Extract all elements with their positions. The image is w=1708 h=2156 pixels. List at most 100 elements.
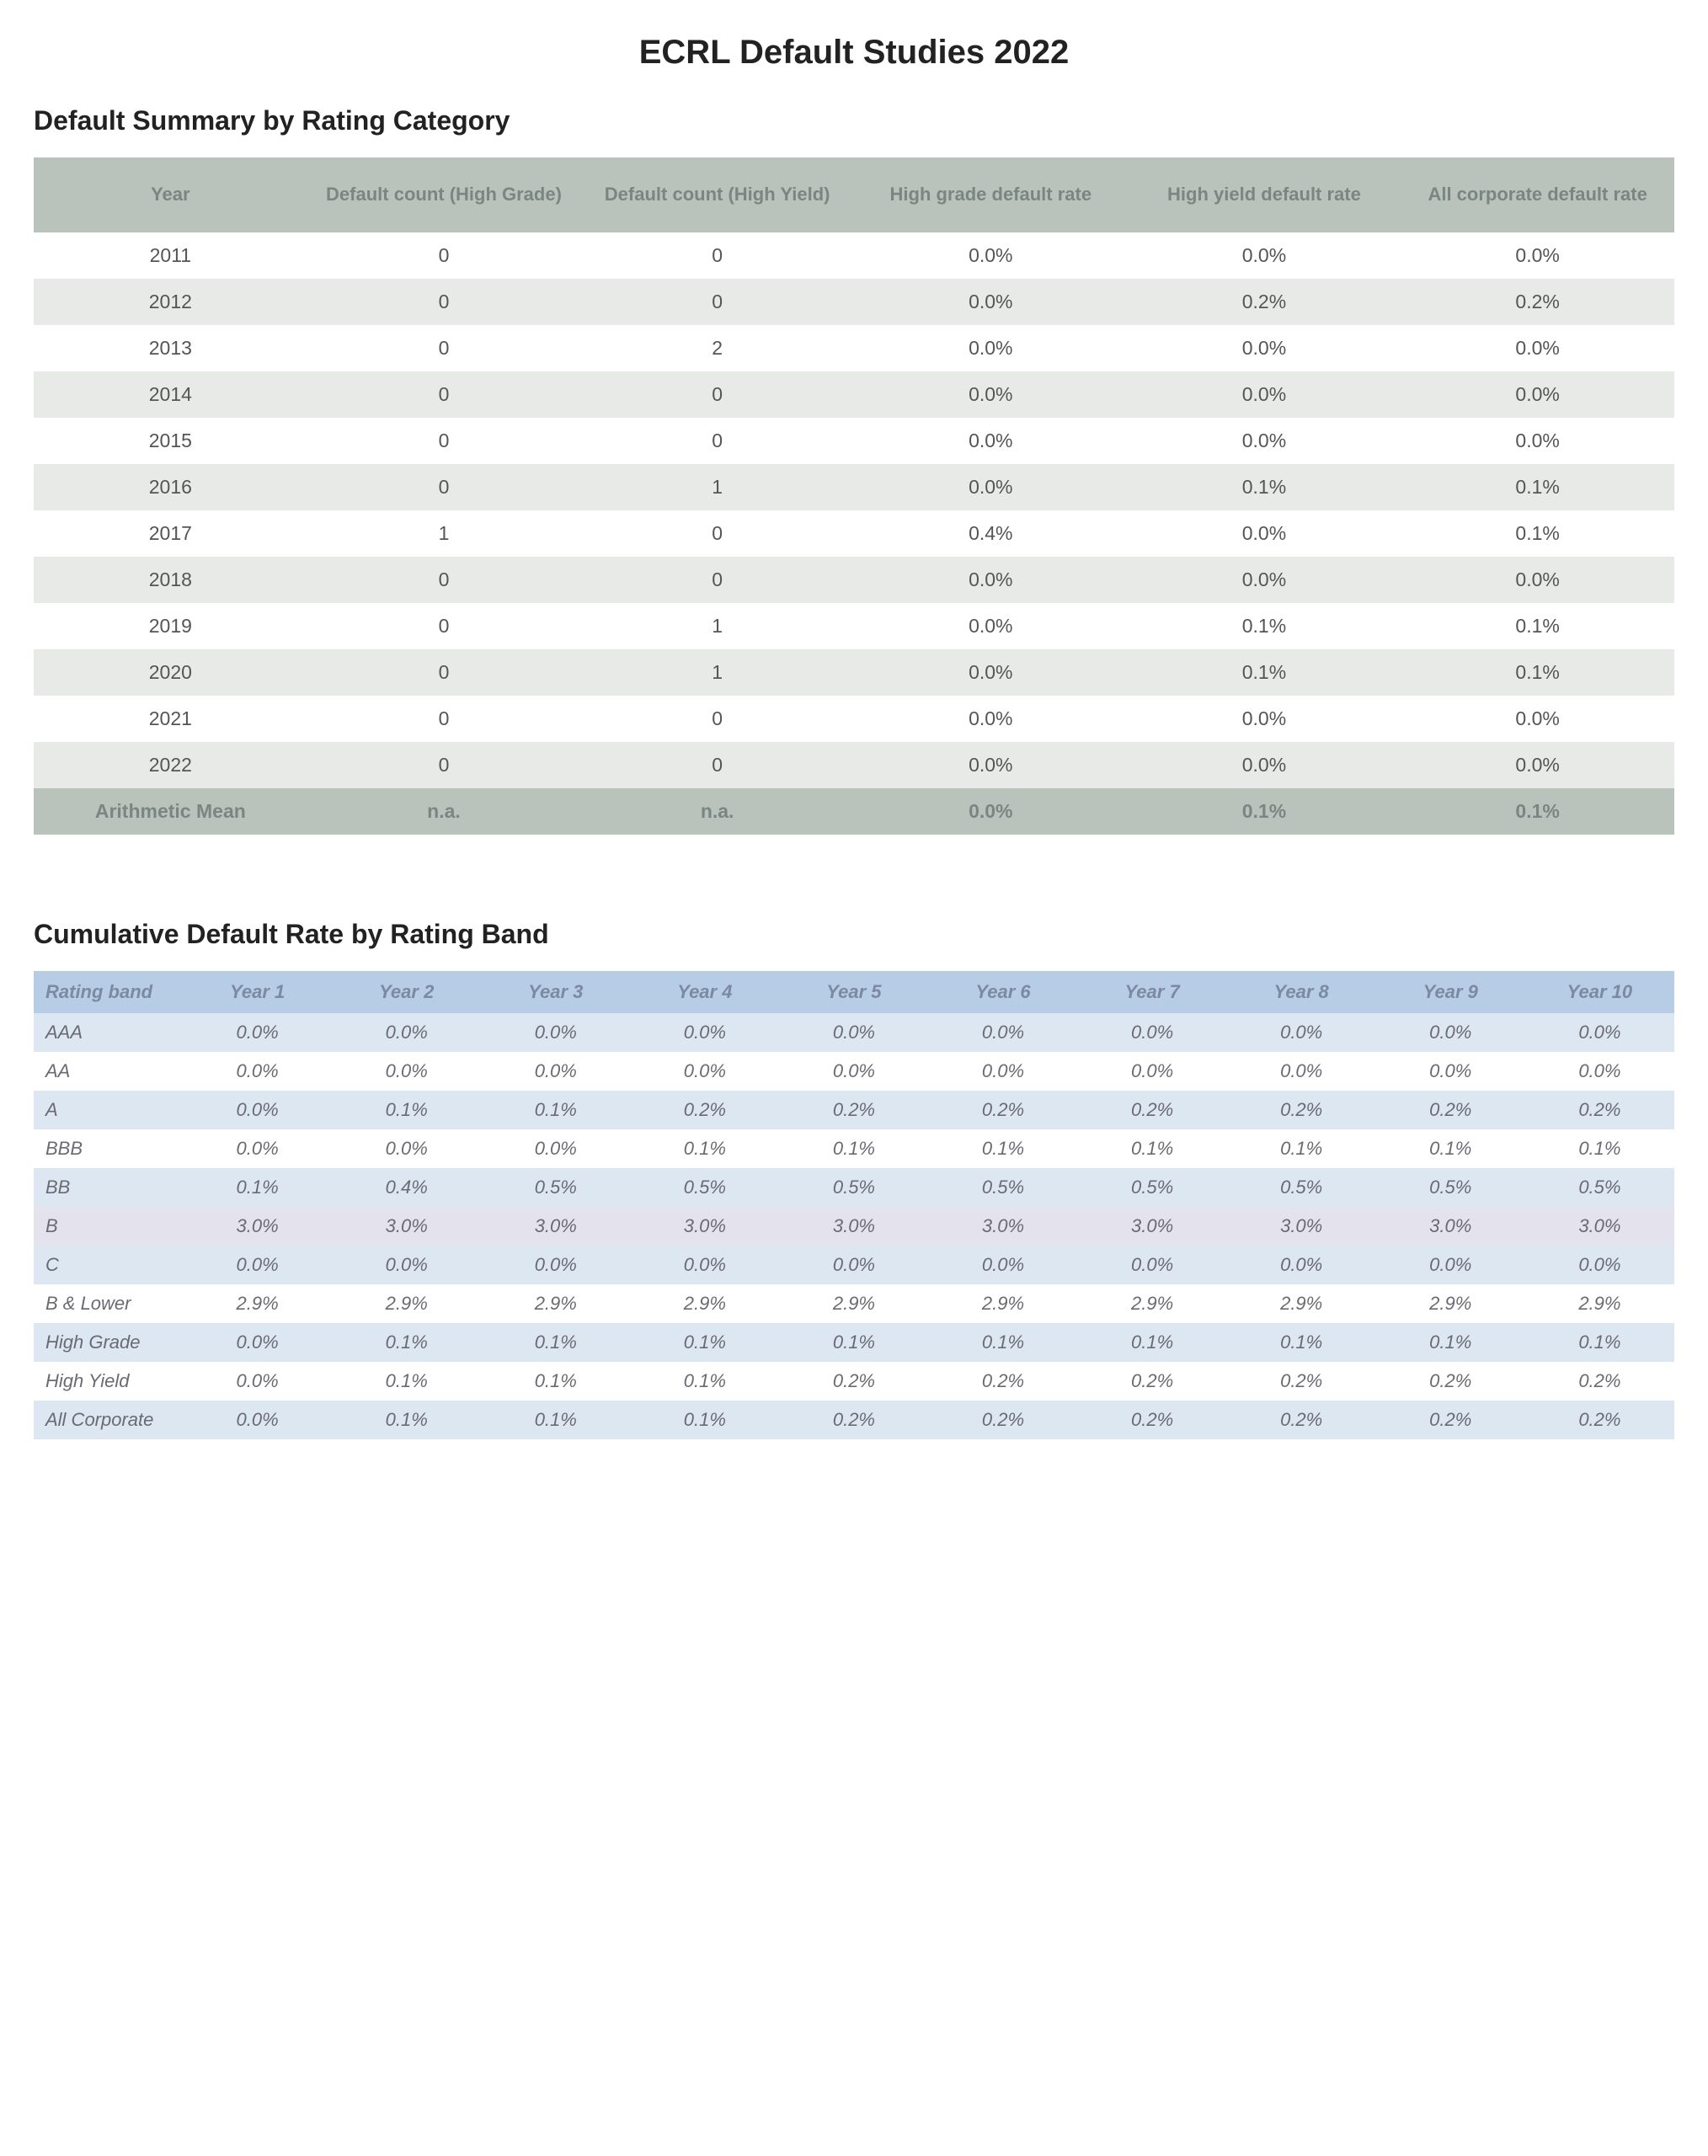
- col-hg-count: Default count (High Grade): [307, 157, 581, 232]
- table-cell: 0.0%: [1525, 1052, 1674, 1091]
- table-cell: BBB: [34, 1129, 183, 1168]
- table-row: 2014000.0%0.0%0.0%: [34, 371, 1674, 418]
- table-cell: 0.1%: [1401, 649, 1674, 696]
- table-cell: 0.0%: [183, 1129, 332, 1168]
- table-cell: 3.0%: [928, 1207, 1077, 1246]
- col-hy-rate: High yield default rate: [1128, 157, 1401, 232]
- table-cell: 3.0%: [183, 1207, 332, 1246]
- table-cell: 0.0%: [332, 1246, 481, 1284]
- section-title-summary: Default Summary by Rating Category: [34, 105, 1674, 136]
- table-cell: 0: [580, 557, 854, 603]
- table-cell: 0.2%: [1227, 1362, 1376, 1401]
- table-cell: 2: [580, 325, 854, 371]
- table-cell: 0.1%: [481, 1401, 630, 1439]
- table-cell: 3.0%: [481, 1207, 630, 1246]
- table-cell: 2016: [34, 464, 307, 510]
- table-cell: 0.5%: [779, 1168, 928, 1207]
- table-header-row: Year Default count (High Grade) Default …: [34, 157, 1674, 232]
- table-cell: 0.2%: [1078, 1091, 1227, 1129]
- section-title-cumulative: Cumulative Default Rate by Rating Band: [34, 919, 1674, 950]
- default-summary-table: Year Default count (High Grade) Default …: [34, 157, 1674, 835]
- table-cell: 3.0%: [1525, 1207, 1674, 1246]
- table-cell: 0.0%: [481, 1013, 630, 1052]
- table-cell: 0.2%: [928, 1401, 1077, 1439]
- table-cell: 0.1%: [1128, 603, 1401, 649]
- table-cell: 0.1%: [481, 1323, 630, 1362]
- table-cell: 0.1%: [630, 1129, 779, 1168]
- table-cell: 0.0%: [1401, 557, 1674, 603]
- table-cell: 0: [580, 371, 854, 418]
- table-cell: 0.0%: [1227, 1246, 1376, 1284]
- table-cell: Arithmetic Mean: [34, 788, 307, 835]
- table-cell: 0.0%: [1128, 371, 1401, 418]
- table-cell: 0.0%: [183, 1013, 332, 1052]
- table-cell: 0.0%: [1227, 1052, 1376, 1091]
- table-cell: 0.0%: [854, 696, 1128, 742]
- table-cell: 0.1%: [1078, 1129, 1227, 1168]
- table-cell: 0.2%: [928, 1091, 1077, 1129]
- table-cell: 0.0%: [1525, 1246, 1674, 1284]
- table-row: All Corporate0.0%0.1%0.1%0.1%0.2%0.2%0.2…: [34, 1401, 1674, 1439]
- table-cell: 2.9%: [1525, 1284, 1674, 1323]
- col-all-rate: All corporate default rate: [1401, 157, 1674, 232]
- table-cell: A: [34, 1091, 183, 1129]
- table-cell: 3.0%: [1227, 1207, 1376, 1246]
- table-cell: 0.1%: [332, 1362, 481, 1401]
- table-cell: 0.5%: [928, 1168, 1077, 1207]
- table-cell: 0.0%: [854, 232, 1128, 279]
- table-cell: 0.2%: [779, 1362, 928, 1401]
- table-cell: 0.0%: [481, 1246, 630, 1284]
- table-cell: 0.0%: [779, 1052, 928, 1091]
- table-cell: 0.1%: [1401, 788, 1674, 835]
- table-cell: 0.2%: [1227, 1091, 1376, 1129]
- table-cell: 2.9%: [928, 1284, 1077, 1323]
- table-cell: 0: [580, 696, 854, 742]
- table-cell: 0.1%: [1401, 464, 1674, 510]
- table-cell: 0.1%: [1128, 649, 1401, 696]
- table-cell: All Corporate: [34, 1401, 183, 1439]
- table-cell: 0: [580, 742, 854, 788]
- table-cell: 0.2%: [779, 1401, 928, 1439]
- table-row: BBB0.0%0.0%0.0%0.1%0.1%0.1%0.1%0.1%0.1%0…: [34, 1129, 1674, 1168]
- table-cell: 0.5%: [630, 1168, 779, 1207]
- table-row: 2020010.0%0.1%0.1%: [34, 649, 1674, 696]
- table-cell: 0.4%: [854, 510, 1128, 557]
- table-cell: 0.1%: [630, 1362, 779, 1401]
- table-cell: 0.1%: [1525, 1129, 1674, 1168]
- table-header-cell: Year 5: [779, 971, 928, 1013]
- table-cell: 0.0%: [854, 603, 1128, 649]
- table-row: 2019010.0%0.1%0.1%: [34, 603, 1674, 649]
- table-cell: 0.2%: [1376, 1401, 1525, 1439]
- table-cell: 0.0%: [854, 788, 1128, 835]
- table-cell: 0.0%: [630, 1013, 779, 1052]
- table-cell: 0.0%: [1525, 1013, 1674, 1052]
- table-cell: 0.2%: [1078, 1401, 1227, 1439]
- table-cell: 0.1%: [1401, 603, 1674, 649]
- table-cell: 0.1%: [1078, 1323, 1227, 1362]
- table-cell: 0.0%: [928, 1052, 1077, 1091]
- table-header-cell: Year 4: [630, 971, 779, 1013]
- table-cell: 0.2%: [1128, 279, 1401, 325]
- table-cell: 0: [307, 232, 581, 279]
- table-cell: 0.1%: [928, 1323, 1077, 1362]
- table-cell: 0.2%: [1525, 1362, 1674, 1401]
- table-cell: 0.1%: [1376, 1129, 1525, 1168]
- table-cell: 0.2%: [1376, 1091, 1525, 1129]
- table-cell: 0.0%: [779, 1246, 928, 1284]
- table-cell: 0.1%: [1376, 1323, 1525, 1362]
- table-cell: 0.2%: [779, 1091, 928, 1129]
- table-header-cell: Rating band: [34, 971, 183, 1013]
- table-cell: 0.2%: [1227, 1401, 1376, 1439]
- table-cell: 0.0%: [1401, 371, 1674, 418]
- table-row: 2016010.0%0.1%0.1%: [34, 464, 1674, 510]
- cumulative-default-table: Rating bandYear 1Year 2Year 3Year 4Year …: [34, 971, 1674, 1439]
- table-cell: 2012: [34, 279, 307, 325]
- table-cell: 0.0%: [854, 742, 1128, 788]
- table-cell: 0.2%: [630, 1091, 779, 1129]
- table-cell: 0: [307, 649, 581, 696]
- table-cell: B: [34, 1207, 183, 1246]
- table-cell: 0: [580, 418, 854, 464]
- table-row: 2011000.0%0.0%0.0%: [34, 232, 1674, 279]
- table-cell: 0.0%: [183, 1091, 332, 1129]
- table-cell: 0.1%: [1525, 1323, 1674, 1362]
